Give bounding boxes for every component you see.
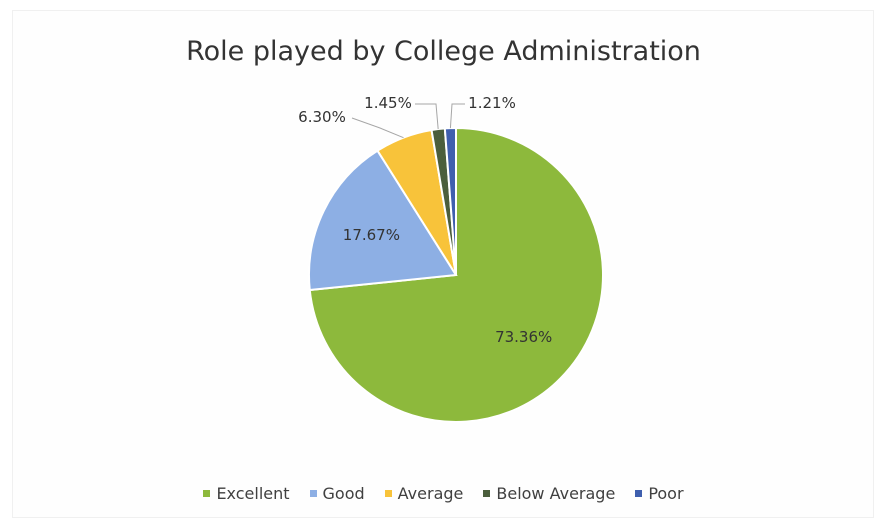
legend-item-below-average: Below Average bbox=[483, 484, 615, 503]
legend-item-average: Average bbox=[384, 484, 464, 503]
legend-swatch bbox=[309, 490, 317, 497]
leader-line-below-average bbox=[415, 103, 439, 130]
data-label-average: 6.30% bbox=[298, 108, 346, 126]
data-label-poor: 1.21% bbox=[468, 94, 516, 112]
data-label-below-average: 1.45% bbox=[364, 94, 412, 112]
chart-title: Role played by College Administration bbox=[186, 36, 701, 67]
legend-swatch bbox=[635, 490, 643, 497]
leader-line-poor bbox=[449, 103, 465, 129]
legend-label: Below Average bbox=[496, 484, 616, 503]
legend-swatch bbox=[384, 490, 392, 497]
leader-line-average bbox=[351, 117, 404, 139]
legend-swatch bbox=[483, 490, 491, 497]
legend-label: Average bbox=[397, 484, 464, 503]
data-label-excellent: 73.36% bbox=[495, 328, 552, 346]
legend: Excellent Good Average Below Average Poor bbox=[0, 484, 887, 503]
legend-label: Excellent bbox=[216, 484, 290, 503]
pie-slice-good bbox=[308, 149, 458, 292]
legend-label: Poor bbox=[648, 484, 684, 503]
legend-item-excellent: Excellent bbox=[203, 484, 290, 503]
legend-swatch bbox=[203, 490, 211, 497]
data-label-good: 17.67% bbox=[343, 226, 400, 244]
legend-item-poor: Poor bbox=[635, 484, 684, 503]
legend-item-good: Good bbox=[309, 484, 365, 503]
legend-label: Good bbox=[322, 484, 365, 503]
pie-slice-poor bbox=[443, 126, 457, 276]
